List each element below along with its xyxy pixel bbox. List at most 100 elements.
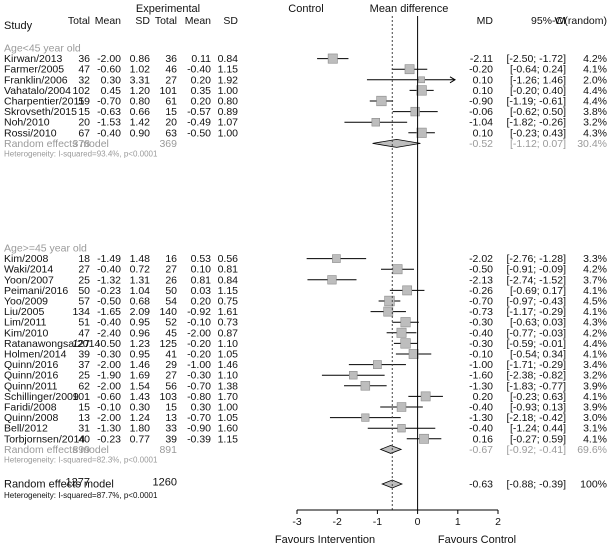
ci-value: [-2.76; -1.28] [506,253,566,265]
control-total: 56 [165,380,177,392]
study-name: Rossi/2010 [4,127,57,139]
control-mean: -0.40 [187,64,211,76]
control-mean: -0.57 [187,106,211,118]
md-value: -0.70 [469,296,493,308]
weight-value: 3.7% [583,274,607,286]
control-sd: 1.07 [218,117,239,129]
control-sd: 1.15 [218,64,239,76]
experimental-sd: 1.42 [130,117,151,129]
weight-value: 4.3% [583,317,607,329]
control-total: 140 [159,306,177,318]
experimental-mean: -1.53 [97,117,121,129]
experimental-mean: -1.65 [97,306,121,318]
overall-summary-label: Random effects model [4,479,114,491]
x-tick-label: -3 [292,516,301,528]
ci-value: [-0.20; 0.40] [510,85,566,97]
header-mean: Mean [185,15,211,27]
md-value: 0.16 [473,433,494,445]
study-name: Yoo/2009 [4,296,48,308]
control-total: 61 [165,96,177,108]
study-square [349,370,358,380]
experimental-sd: 0.30 [130,402,151,414]
experimental-total: 101 [72,391,90,403]
ci-value: [-0.91; -0.09] [506,264,566,276]
study-name: Quinn/2008 [4,412,58,424]
weight-value: 3.2% [583,117,607,129]
control-sd: 1.92 [218,74,239,86]
experimental-sd: 1.23 [130,338,151,350]
weight-value: 4.1% [583,391,607,403]
control-total: 50 [165,285,177,297]
study-name: Schillinger/2009 [4,391,79,403]
study-square [418,76,425,84]
experimental-total: 15 [78,402,90,414]
experimental-total: 15 [78,106,90,118]
control-mean: 0.20 [191,96,212,108]
study-name: Ratanawongsa/2014 [4,338,100,350]
control-total: 39 [165,433,177,445]
study-square [371,118,380,127]
experimental-total: 47 [78,64,90,76]
ci-value: [-0.64; 0.24] [510,64,566,76]
study-square [327,275,337,285]
experimental-sd: 1.24 [130,412,151,424]
control-total: 36 [165,53,177,65]
control-total: 16 [165,253,177,265]
experimental-mean: 0.45 [101,85,122,97]
control-mean: -0.80 [187,391,211,403]
experimental-sd: 0.77 [130,433,151,445]
experimental-mean: -1.30 [97,423,121,435]
experimental-total: 27 [78,264,90,276]
md-value: -0.40 [469,402,493,414]
control-sd: 1.15 [218,433,239,445]
experimental-total: 50 [78,285,90,297]
experimental-mean: -0.50 [97,296,121,308]
md-value: -0.20 [469,64,493,76]
control-total: 125 [159,338,177,350]
study-name: Yoon/2007 [4,274,54,286]
ci-value: [-0.23; 0.43] [510,127,566,139]
subgroup-summary-label: Random effects model [4,444,109,456]
experimental-mean: -0.10 [97,402,121,414]
experimental-mean: -0.23 [97,433,121,445]
control-total: 26 [165,274,177,286]
experimental-total: 18 [78,253,90,265]
study-name: Lim/2011 [4,317,47,329]
study-name: Peimani/2016 [4,285,68,297]
control-mean: 0.11 [191,53,211,65]
ci-value: [-2.38; -0.82] [506,370,566,382]
experimental-sd: 1.54 [130,380,151,392]
control-mean: -0.20 [187,349,211,361]
study-name: Charpentier/2011 [4,96,85,108]
experimental-mean: -2.40 [97,327,121,339]
control-sd: 1.00 [218,85,239,97]
study-name: Quinn/2011 [4,380,58,392]
weight-value: 4.3% [583,127,607,139]
x-tick-label: 1 [455,516,461,528]
header-mean: Mean [95,15,121,27]
md-value: 0.20 [473,391,494,403]
subgroup-label: Age<45 year old [4,43,81,55]
experimental-total: 57 [78,296,90,308]
md-value: 0.10 [473,74,494,86]
overall-weight: 100% [580,479,607,491]
control-mean: -0.49 [187,117,211,129]
study-name: Franklin/2006 [4,74,68,86]
control-sd: 1.60 [218,423,239,435]
control-total: 13 [165,412,177,424]
experimental-sd: 1.43 [130,391,151,403]
experimental-sd: 0.68 [130,296,151,308]
control-total: 41 [165,349,177,361]
experimental-mean: -1.90 [97,370,121,382]
subgroup-experimental-total: 899 [72,444,90,456]
experimental-sd: 1.69 [130,370,151,382]
study-square [361,413,370,422]
experimental-total: 25 [78,274,90,286]
weight-value: 4.1% [583,349,607,361]
weight-value: 3.4% [583,359,607,371]
control-mean: 0.03 [191,285,212,297]
control-sd: 0.56 [218,253,239,265]
weight-value: 3.2% [583,370,607,382]
weight-value: 2.0% [583,74,607,86]
